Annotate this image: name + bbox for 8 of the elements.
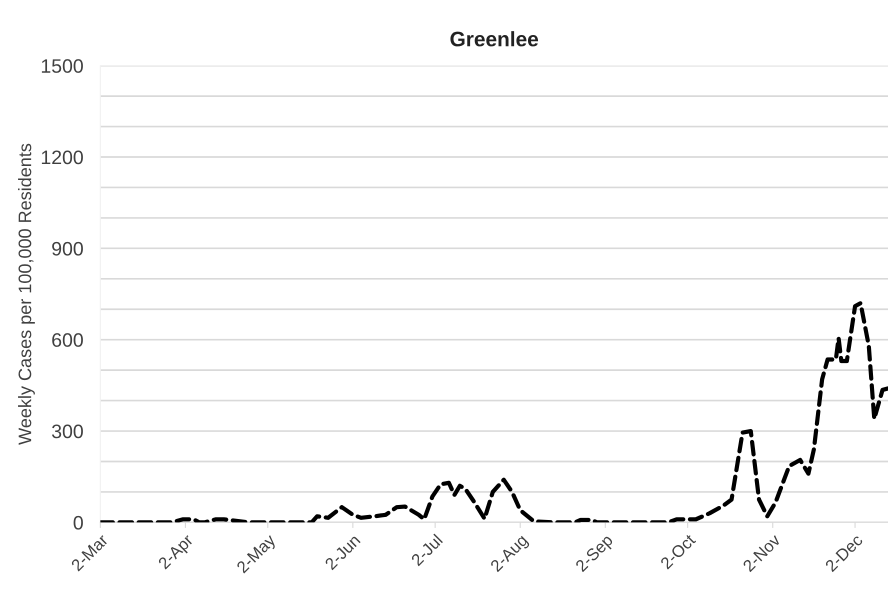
y-tick-label: 600	[52, 333, 83, 347]
y-tick-label: 0	[74, 516, 83, 530]
chart-title: Greenlee	[450, 31, 538, 46]
y-axis-title: Weekly Cases per 100,000 Residents	[18, 144, 35, 445]
y-tick-label: 1200	[42, 150, 83, 164]
y-tick-label: 1500	[42, 59, 83, 73]
y-tick-label: 900	[52, 242, 83, 256]
y-tick-label: 300	[52, 424, 83, 438]
